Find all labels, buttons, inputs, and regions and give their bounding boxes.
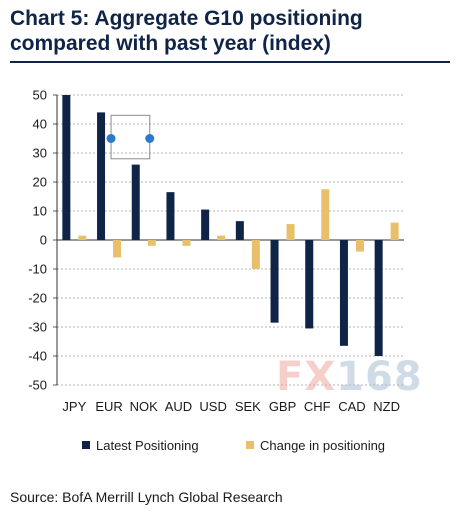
y-tick-label: -40 bbox=[28, 349, 47, 364]
y-axis: 50 40 30 20 10 0 -10 -20 -30 -40 -50 bbox=[28, 88, 404, 393]
bar-aud-series1 bbox=[182, 240, 191, 246]
legend-swatch bbox=[82, 441, 90, 449]
selection-handle-left[interactable] bbox=[106, 134, 116, 143]
y-tick-label: 0 bbox=[40, 233, 47, 248]
bar-eur-series1 bbox=[113, 240, 122, 258]
x-category-label: NZD bbox=[373, 399, 400, 414]
x-category-label: JPY bbox=[62, 399, 86, 414]
y-tick-label: -20 bbox=[28, 291, 47, 306]
bar-jpy-series0 bbox=[62, 95, 71, 240]
bar-jpy-series1 bbox=[78, 235, 87, 240]
y-tick-label: 10 bbox=[33, 204, 47, 219]
x-category-label: GBP bbox=[269, 399, 296, 414]
y-tick-label: -10 bbox=[28, 262, 47, 277]
bar-nok-series0 bbox=[131, 164, 140, 240]
y-tick-label: 20 bbox=[33, 175, 47, 190]
bar-gbp-series0 bbox=[270, 240, 279, 323]
x-category-label: EUR bbox=[95, 399, 122, 414]
watermark-logo: FX168 bbox=[276, 354, 423, 400]
x-category-label: CAD bbox=[338, 399, 365, 414]
bar-nok-series1 bbox=[147, 240, 156, 246]
bar-chf-series0 bbox=[305, 240, 314, 329]
selection-box[interactable] bbox=[106, 114, 155, 160]
bar-eur-series0 bbox=[97, 112, 106, 240]
x-category-label: NOK bbox=[130, 399, 159, 414]
x-category-label: USD bbox=[199, 399, 226, 414]
x-category-label: AUD bbox=[165, 399, 192, 414]
selection-handle-right[interactable] bbox=[145, 134, 155, 143]
bar-chf-series1 bbox=[321, 189, 330, 240]
y-tick-label: -50 bbox=[28, 378, 47, 393]
legend-swatch bbox=[246, 441, 254, 449]
x-category-label: SEK bbox=[235, 399, 261, 414]
bar-nzd-series0 bbox=[374, 240, 383, 356]
bar-sek-series1 bbox=[251, 240, 260, 269]
legend-label: Latest Positioning bbox=[96, 438, 199, 453]
legend: Latest Positioning Change in positioning bbox=[82, 438, 385, 453]
y-tick-label: 30 bbox=[33, 146, 47, 161]
y-tick-label: 40 bbox=[33, 117, 47, 132]
bar-gbp-series1 bbox=[286, 224, 295, 240]
title-divider bbox=[10, 61, 450, 63]
bar-nzd-series1 bbox=[390, 222, 399, 240]
y-tick-label: -30 bbox=[28, 320, 47, 335]
bar-usd-series1 bbox=[217, 235, 226, 240]
bar-cad-series1 bbox=[355, 240, 364, 252]
y-tick-label: 50 bbox=[33, 88, 47, 103]
bars bbox=[62, 95, 399, 356]
bar-aud-series0 bbox=[166, 192, 175, 240]
bar-usd-series0 bbox=[201, 209, 210, 240]
x-category-label: CHF bbox=[304, 399, 331, 414]
legend-label: Change in positioning bbox=[260, 438, 385, 453]
chart-title: Chart 5: Aggregate G10 positioning compa… bbox=[10, 7, 363, 55]
source-note: Source: BofA Merrill Lynch Global Resear… bbox=[10, 489, 283, 505]
x-axis-labels: JPY EUR NOK AUD USD SEK GBP CHF CAD NZD bbox=[62, 399, 400, 414]
bar-cad-series0 bbox=[339, 240, 348, 346]
bar-sek-series0 bbox=[235, 221, 244, 240]
selection-rectangle[interactable] bbox=[110, 114, 151, 160]
gridlines bbox=[57, 94, 404, 386]
